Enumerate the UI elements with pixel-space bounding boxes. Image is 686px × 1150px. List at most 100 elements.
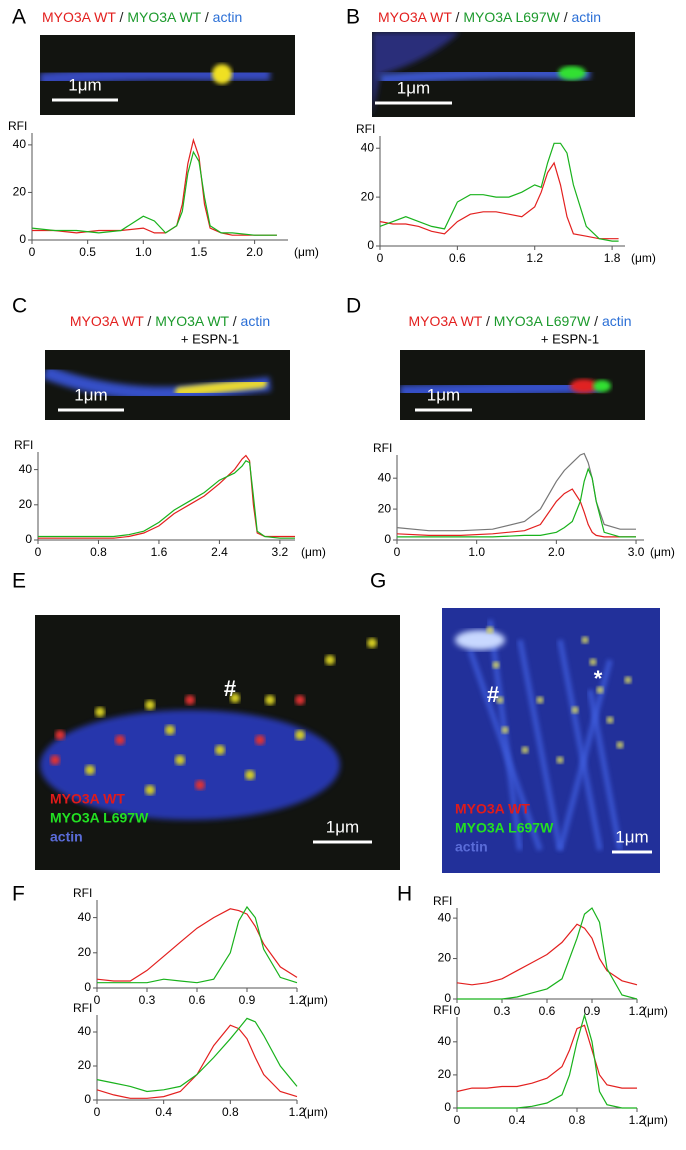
filopodium [487,619,523,851]
puncta [50,755,60,765]
title-segment: / [116,9,128,25]
x-tick-label: 0.5 [79,245,96,259]
x-tick-label: 2.0 [246,245,263,259]
y-tick-label: 0 [384,532,391,546]
micrograph [45,350,290,420]
y-axis-label: RFI [433,1003,452,1017]
y-axis-label: RFI [433,894,452,908]
x-tick-label: 0 [94,993,101,1007]
x-axis-label: (μm) [294,245,319,259]
x-tick-label: 0.8 [90,545,107,559]
x-tick-label: 0 [377,251,384,265]
title-segment: MYO3A WT [127,9,201,25]
title-segment: actin [572,9,602,25]
y-tick-label: 40 [13,137,27,151]
puncta [85,765,95,775]
puncta [165,725,175,735]
x-tick-label: 0.8 [222,1105,239,1119]
puncta [185,695,195,705]
cell-body [372,32,460,117]
line-series [379,161,619,240]
x-tick-label: 1.5 [191,245,208,259]
image-content [372,32,590,117]
y-tick-label: 40 [78,910,92,924]
x-tick-label: 0 [35,545,42,559]
y-axis-label: RFI [14,438,33,452]
puncta [295,695,305,705]
x-tick-label: 1.2 [629,1004,646,1018]
puncta [556,756,564,764]
puncta [295,730,305,740]
puncta [325,655,335,665]
puncta [616,741,624,749]
puncta [195,780,205,790]
line-series [97,905,298,984]
title-segment: / [229,313,241,329]
image-legend: MYO3A WT [50,791,125,807]
y-tick-label: 20 [378,501,392,515]
puncta [115,735,125,745]
panel-title: MYO3A WT / MYO3A WT / actin [42,9,242,25]
image-legend: MYO3A L697W [455,820,554,836]
x-tick-label: 0 [394,545,401,559]
image-legend: MYO3A L697W [50,810,149,826]
scale-label: 1μm [427,385,460,404]
puncta [624,676,632,684]
puncta [606,716,614,724]
image-content [455,619,632,851]
y-tick-label: 20 [78,1058,92,1072]
x-tick-label: 0.3 [139,993,156,1007]
y-tick-label: 40 [78,1024,92,1038]
puncta [265,695,275,705]
x-tick-label: 3.0 [628,545,645,559]
line-series [396,488,636,538]
y-tick-label: 40 [361,140,375,154]
x-tick-label: 0.6 [449,251,466,265]
puncta [367,638,377,648]
panel-letter: H [397,883,412,906]
puncta [145,785,155,795]
puncta [501,726,509,734]
puncta [255,735,265,745]
panel-title: MYO3A WT / MYO3A L697W / actin [408,313,631,329]
puncta [230,693,240,703]
bundle [455,630,505,650]
x-tick-label: 0.6 [189,993,206,1007]
panel-letter: G [370,570,386,593]
x-tick-label: 0 [454,1004,461,1018]
line-series [31,150,277,236]
panel-letter: B [346,6,360,29]
puncta [215,745,225,755]
y-tick-label: 20 [19,497,33,511]
puncta [55,730,65,740]
y-tick-label: 0 [444,1100,451,1114]
scale-label: 1μm [68,75,101,94]
line-series [397,467,636,538]
y-tick-label: 20 [78,945,92,959]
x-tick-label: 2.0 [548,545,565,559]
filopodium [40,66,270,87]
scale-label: 1μm [326,817,359,836]
x-axis-label: (μm) [650,545,675,559]
x-tick-label: 0 [29,245,36,259]
puncta [95,707,105,717]
title-segment: MYO3A WT [378,9,452,25]
panel-title: MYO3A WT / MYO3A WT / actin [70,313,270,329]
image-mark: * [348,600,357,625]
x-tick-label: 1.6 [151,545,168,559]
image-mark: # [224,676,236,701]
title-segment: MYO3A WT [70,313,144,329]
puncta [596,686,604,694]
micrograph [372,32,635,117]
panel-letter: E [12,570,26,593]
filopodium [587,689,623,851]
y-tick-label: 0 [367,238,374,252]
puncta [145,700,155,710]
puncta [486,626,494,634]
x-tick-label: 0.8 [569,1113,586,1127]
x-tick-label: 1.0 [468,545,485,559]
panel-letter: D [346,295,361,318]
x-tick-label: 3.2 [272,545,289,559]
title-segment: actin [241,313,271,329]
x-axis-label: (μm) [303,1105,328,1119]
